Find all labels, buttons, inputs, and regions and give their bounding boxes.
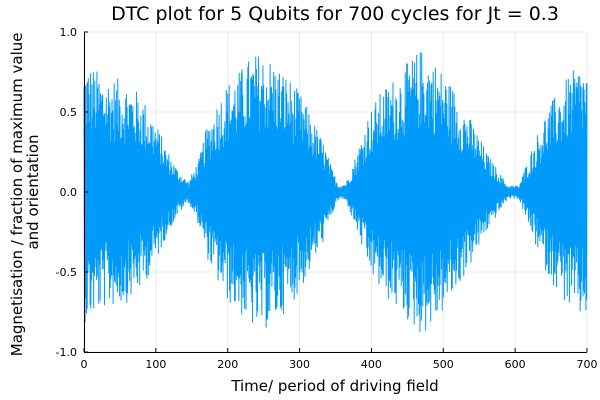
y-tick-label: 1.0 [60, 26, 78, 39]
x-tick-label: 700 [577, 358, 598, 371]
y-axis-label-line-2: and orientation [24, 134, 42, 249]
x-tick-label: 600 [505, 358, 526, 371]
x-tick-label: 300 [289, 358, 310, 371]
x-tick-label: 400 [361, 358, 382, 371]
y-ticks: -1.0 -0.5 0.0 0.5 1.0 [56, 26, 88, 359]
x-ticks: 0 100 200 300 400 500 600 700 [81, 348, 598, 371]
y-tick-label: -0.5 [56, 266, 77, 279]
x-tick-label: 100 [145, 358, 166, 371]
x-tick-label: 200 [217, 358, 238, 371]
y-axis-label: Magnetisation / fraction of maximum valu… [8, 28, 42, 356]
series-line [83, 52, 588, 333]
y-tick-label: 0.5 [60, 106, 78, 119]
y-axis-label-line-1: Magnetisation / fraction of maximum valu… [8, 33, 26, 357]
y-tick-label: -1.0 [56, 346, 77, 359]
x-axis-label: Time/ period of driving field [230, 377, 438, 395]
x-tick-label: 500 [433, 358, 454, 371]
y-tick-label: 0.0 [60, 186, 78, 199]
chart-title: DTC plot for 5 Qubits for 700 cycles for… [111, 3, 559, 25]
x-tick-label: 0 [81, 358, 88, 371]
